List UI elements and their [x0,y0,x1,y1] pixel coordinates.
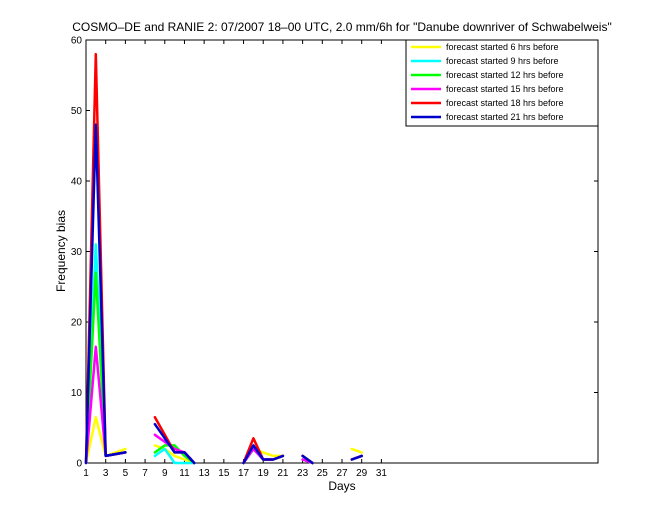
x-tick-label: 11 [179,468,190,479]
series-line-6 [350,454,363,461]
x-tick-label: 25 [317,468,329,479]
series-line-6 [301,454,314,465]
y-tick-label: 20 [71,318,83,329]
series-line-6 [84,123,127,465]
legend: forecast started 6 hrs before forecast st… [405,39,599,127]
y-tick-label: 50 [71,106,83,117]
y-tick-label: 0 [76,459,82,470]
x-tick-label: 29 [356,468,368,479]
x-tick-label: 13 [199,468,211,479]
x-tick-label: 3 [103,468,109,479]
series-line-2 [153,447,196,465]
legend-entry-4: forecast started 15 hrs before [446,84,564,94]
y-tick-label: 60 [71,36,83,47]
series-line-1 [350,447,363,454]
legend-entry-3: forecast started 12 hrs before [446,70,564,80]
series-line-6 [153,422,196,465]
x-tick-label: 7 [142,468,148,479]
legend-entry-5: forecast started 18 hrs before [446,98,564,108]
x-tick-label: 23 [297,468,309,479]
legend-entry-1: forecast started 6 hrs before [446,42,559,52]
x-tick-label: 17 [238,468,250,479]
y-tick-label: 30 [71,247,83,258]
x-tick-label: 27 [336,468,348,479]
legend-entry-6: forecast started 21 hrs before [446,112,564,122]
legend-box [405,39,599,127]
x-axis-label: Days [328,479,355,493]
series-line-1 [84,415,127,465]
chart-title: COSMO–DE and RANIE 2: 07/2007 18–00 UTC,… [72,20,611,34]
x-tick-label: 21 [277,468,289,479]
x-tick-label: 9 [162,468,168,479]
legend-entry-2: forecast started 9 hrs before [446,56,559,66]
y-tick-label: 40 [71,177,83,188]
series-line-3 [153,444,196,465]
x-tick-label: 15 [218,468,230,479]
series-line-6 [242,444,285,465]
x-tick-label: 5 [123,468,129,479]
series-lines [84,52,363,465]
x-tick-label: 19 [258,468,270,479]
y-axis-label: Frequency bias [54,210,68,292]
x-tick-label: 31 [376,468,388,479]
y-tick-label: 10 [71,388,83,399]
x-tick-label: 1 [83,468,89,479]
